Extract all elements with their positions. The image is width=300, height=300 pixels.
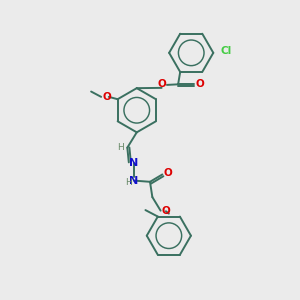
Text: O: O bbox=[195, 79, 204, 89]
Text: H: H bbox=[118, 142, 124, 152]
Text: O: O bbox=[157, 79, 166, 89]
Text: O: O bbox=[102, 92, 111, 102]
Text: O: O bbox=[163, 168, 172, 178]
Text: N: N bbox=[130, 176, 139, 186]
Text: H: H bbox=[125, 178, 132, 188]
Text: N: N bbox=[130, 158, 139, 168]
Text: Cl: Cl bbox=[221, 46, 232, 56]
Text: O: O bbox=[161, 206, 170, 216]
